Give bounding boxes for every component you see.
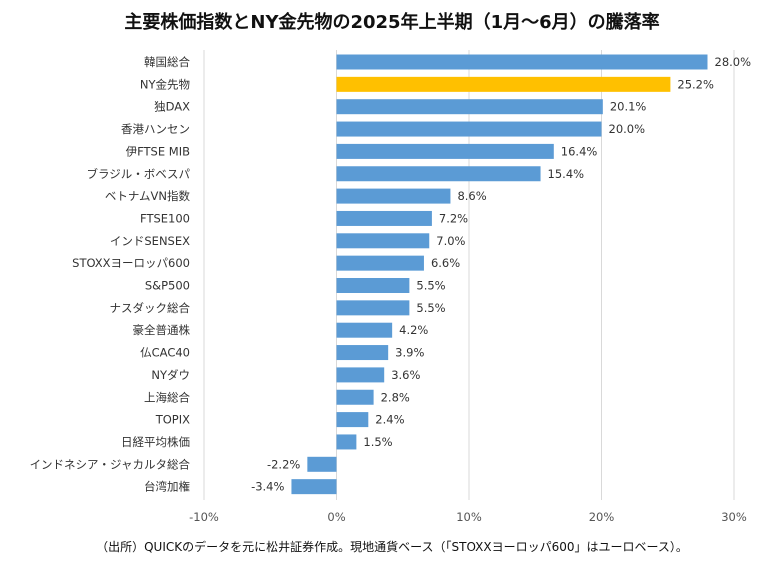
bar xyxy=(307,456,337,472)
category-label: NYダウ xyxy=(151,368,190,382)
category-label: 仏CAC40 xyxy=(140,346,190,360)
data-label: 8.6% xyxy=(457,189,486,203)
bar xyxy=(336,99,603,115)
data-label: 20.0% xyxy=(609,122,646,136)
bar xyxy=(336,412,369,428)
data-label: 4.2% xyxy=(399,323,428,337)
bar xyxy=(336,76,671,92)
data-label: 5.5% xyxy=(416,301,445,315)
data-label: 1.5% xyxy=(363,435,392,449)
category-label: 上海総合 xyxy=(144,390,190,404)
source-note: （出所）QUICKのデータを元に松井証券作成。現地通貨ベース（「STOXXヨーロ… xyxy=(96,540,688,554)
bar xyxy=(336,345,389,361)
category-label: 台湾加権 xyxy=(144,480,190,494)
category-label: FTSE100 xyxy=(140,211,190,225)
data-label: 5.5% xyxy=(416,279,445,293)
x-tick-label: 30% xyxy=(721,510,747,524)
bar xyxy=(336,166,541,182)
gridlines xyxy=(203,50,735,500)
category-label: ブラジル・ボベスパ xyxy=(87,167,191,181)
data-label: -3.4% xyxy=(251,480,284,494)
category-label: 日経平均株価 xyxy=(121,435,190,449)
x-tick-label: 0% xyxy=(327,510,345,524)
data-label: 6.6% xyxy=(431,256,460,270)
x-tick-label: 20% xyxy=(589,510,615,524)
axes: -10% 0% 10% 20% 30% xyxy=(189,510,747,524)
category-label: ベトナムVN指数 xyxy=(105,189,191,203)
category-label: 伊FTSE MIB xyxy=(126,144,190,158)
category-label: TOPIX xyxy=(155,413,190,427)
x-tick-label: 10% xyxy=(456,510,482,524)
bar xyxy=(336,54,708,70)
data-label: 16.4% xyxy=(561,144,598,158)
bars xyxy=(291,54,708,495)
category-label: NY金先物 xyxy=(140,77,190,91)
bar xyxy=(336,367,385,383)
bar xyxy=(336,121,602,137)
x-tick-label: -10% xyxy=(189,510,219,524)
data-label: 2.4% xyxy=(375,413,404,427)
bar xyxy=(336,233,430,249)
data-label: 7.0% xyxy=(436,234,465,248)
category-label: 韓国総合 xyxy=(144,55,190,69)
data-label: 20.1% xyxy=(610,100,647,114)
bar xyxy=(336,300,410,316)
bar xyxy=(336,188,451,204)
data-label: -2.2% xyxy=(267,457,300,471)
category-label: インドネシア・ジャカルタ総合 xyxy=(30,457,191,471)
bar xyxy=(336,434,357,450)
data-label: 28.0% xyxy=(715,55,752,69)
category-label: 香港ハンセン xyxy=(121,122,190,136)
category-label: S&P500 xyxy=(145,279,190,293)
chart-title: 主要株価指数とNY金先物の2025年上半期（1月～6月）の騰落率 xyxy=(124,12,660,33)
data-label: 3.9% xyxy=(395,346,424,360)
category-label: 独DAX xyxy=(154,100,190,114)
bar xyxy=(336,278,410,293)
bar xyxy=(336,255,424,271)
data-label: 2.8% xyxy=(381,390,410,404)
data-label: 3.6% xyxy=(391,368,420,382)
category-label: 豪全普通株 xyxy=(133,323,191,337)
bar xyxy=(336,143,554,159)
labels: 韓国総合 28.0% NY金先物 25.2% 独DAX 20.1% 香港ハンセン 20.0% 伊… xyxy=(30,55,752,494)
bar xyxy=(336,322,393,338)
data-label: 15.4% xyxy=(548,167,585,181)
bar xyxy=(336,210,432,226)
bar xyxy=(336,389,374,405)
category-label: インドSENSEX xyxy=(110,234,190,248)
category-label: STOXXヨーロッパ600 xyxy=(72,256,190,270)
data-label: 25.2% xyxy=(677,77,714,91)
data-label: 7.2% xyxy=(439,211,468,225)
category-label: ナスダック総合 xyxy=(110,301,191,315)
bar xyxy=(291,479,337,495)
